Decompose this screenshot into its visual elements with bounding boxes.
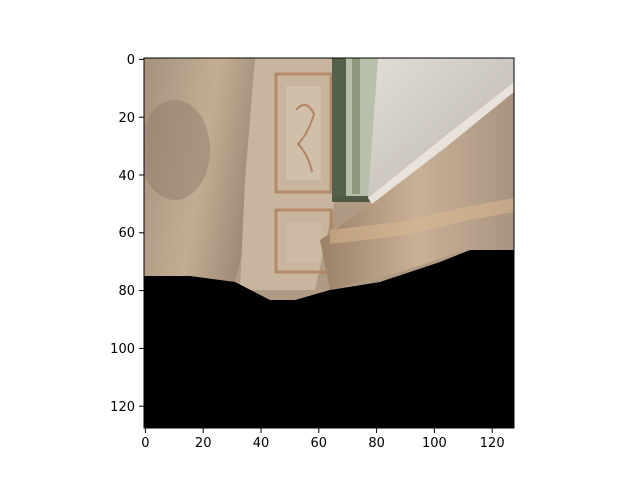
x-tick: 60 xyxy=(311,428,328,451)
x-tick: 20 xyxy=(195,428,212,451)
x-axis: 0 20 40 60 80 100 120 xyxy=(141,428,505,451)
x-tick: 100 xyxy=(422,428,447,451)
y-tick-label: 120 xyxy=(110,400,135,415)
x-tick-label: 20 xyxy=(195,436,212,451)
y-tick-label: 60 xyxy=(118,226,135,241)
y-tick: 60 xyxy=(118,226,144,241)
x-tick-label: 80 xyxy=(368,436,385,451)
y-tick: 80 xyxy=(118,284,144,299)
x-tick-label: 0 xyxy=(141,436,149,451)
y-tick-label: 40 xyxy=(118,169,135,184)
x-tick-label: 40 xyxy=(253,436,270,451)
x-tick: 120 xyxy=(480,428,505,451)
y-tick: 40 xyxy=(118,169,144,184)
y-tick-label: 100 xyxy=(110,342,135,357)
y-tick: 120 xyxy=(110,400,144,415)
x-tick-label: 100 xyxy=(422,436,447,451)
x-tick: 40 xyxy=(253,428,270,451)
axes-frame xyxy=(143,57,515,429)
y-tick: 100 xyxy=(110,342,144,357)
x-tick-label: 60 xyxy=(311,436,328,451)
photo-image xyxy=(144,58,514,428)
x-tick-label: 120 xyxy=(480,436,505,451)
x-tick: 80 xyxy=(368,428,385,451)
y-tick-label: 20 xyxy=(118,111,135,126)
y-tick-label: 0 xyxy=(127,53,135,68)
y-axis: 0 20 40 60 80 100 120 xyxy=(110,53,144,415)
y-tick: 0 xyxy=(127,53,144,68)
y-tick: 20 xyxy=(118,111,144,126)
x-tick: 0 xyxy=(141,428,150,451)
y-tick-label: 80 xyxy=(118,284,135,299)
